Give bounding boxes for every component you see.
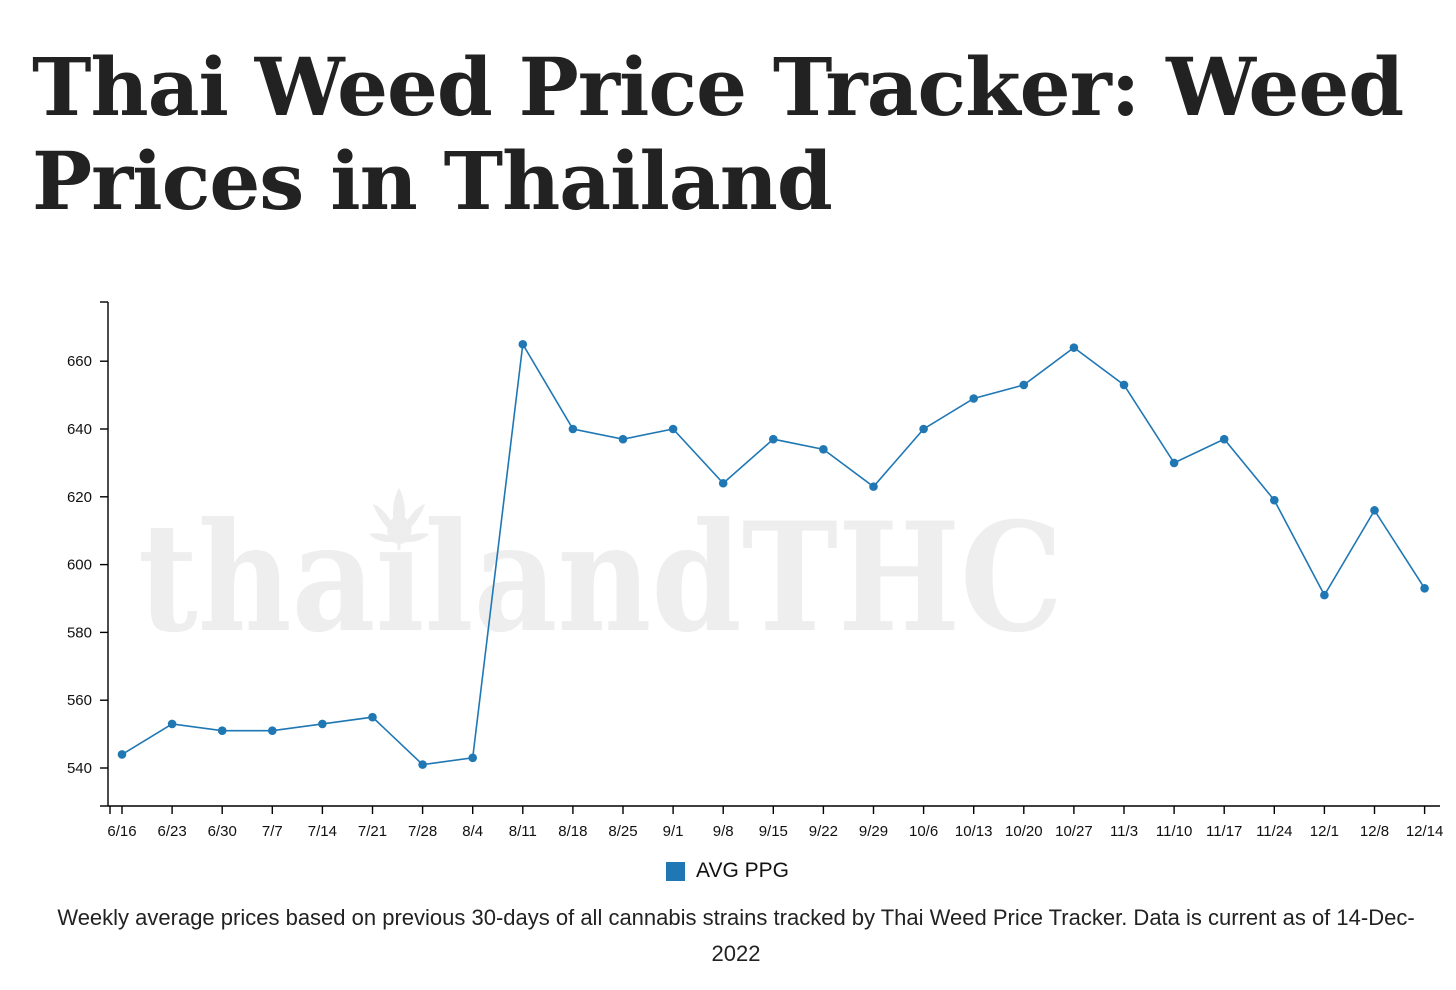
- line-chart: thailandTHC 540 560 580 600 620 640 660 6/16 6/2…: [67, 301, 1444, 840]
- data-point: [618, 434, 628, 444]
- x-tick-label: 8/4: [462, 823, 483, 840]
- data-point: [1420, 584, 1429, 593]
- legend-swatch: [666, 861, 685, 881]
- data-point: [769, 434, 778, 444]
- legend: AVG PPG: [666, 858, 789, 884]
- data-point: [318, 719, 327, 729]
- data-point: [368, 712, 377, 722]
- page-title: Thai Weed Price Tracker: Weed Prices in …: [32, 40, 1404, 228]
- x-tick-label: 6/23: [157, 823, 186, 840]
- data-point: [869, 482, 878, 491]
- x-tick-label: 11/3: [1110, 823, 1138, 840]
- data-point: [217, 726, 227, 736]
- data-point: [1119, 380, 1129, 390]
- x-tick-label: 7/7: [262, 823, 283, 840]
- x-tick-label: 8/25: [608, 823, 637, 840]
- y-tick-label: 660: [67, 353, 92, 370]
- x-tick-label: 7/28: [408, 823, 437, 840]
- data-point: [268, 726, 277, 736]
- y-tick-label: 580: [67, 624, 92, 641]
- data-point: [919, 424, 928, 434]
- watermark-text: thailandTHC: [138, 490, 1063, 666]
- data-point: [1219, 434, 1229, 444]
- x-tick-label: 6/16: [107, 823, 136, 840]
- x-tick-label: 9/29: [859, 823, 888, 840]
- chart-caption: Weekly average prices based on previous …: [57, 905, 1415, 966]
- x-tick-label: 10/6: [909, 823, 938, 840]
- x-tick-label: 11/10: [1156, 823, 1192, 840]
- x-tick-label: 10/27: [1055, 823, 1093, 840]
- data-point: [1169, 458, 1179, 468]
- y-tick-label: 640: [67, 421, 92, 438]
- x-tick-label: 8/18: [558, 823, 587, 840]
- y-tick-label: 620: [67, 489, 92, 506]
- x-tick-label: 12/14: [1406, 823, 1444, 840]
- data-point: [718, 478, 728, 488]
- watermark: thailandTHC: [138, 488, 1063, 666]
- x-tick-label: 7/14: [308, 823, 337, 840]
- data-point: [668, 424, 678, 434]
- x-tick-label: 9/15: [759, 823, 788, 840]
- data-point: [1069, 343, 1079, 352]
- x-tick-label: 6/30: [208, 823, 237, 840]
- x-tick-label: 9/22: [809, 823, 838, 840]
- y-tick-label: 560: [67, 692, 92, 709]
- y-tick-label: 540: [67, 760, 92, 777]
- series-layer: [117, 339, 1429, 769]
- data-point: [819, 445, 828, 454]
- x-tick-label: 12/8: [1360, 823, 1389, 840]
- data-point: [518, 339, 528, 349]
- x-tick-label: 8/11: [509, 823, 537, 840]
- data-point: [969, 394, 978, 403]
- chart-container: thailandTHC 540 560 580 600 620 640 660 6/16 6/2…: [0, 280, 1456, 900]
- x-tick-label: 9/1: [663, 823, 684, 840]
- x-tick-label: 10/13: [955, 823, 993, 840]
- legend-label: AVG PPG: [696, 859, 789, 882]
- x-tick-label: 11/24: [1256, 823, 1292, 840]
- data-point: [1320, 590, 1329, 600]
- data-point: [418, 760, 427, 769]
- x-tick-label: 9/8: [713, 823, 734, 840]
- cannabis-leaf-icon: [369, 488, 429, 550]
- axes: 540 560 580 600 620 640 660 6/16 6/23 6/30 7/7 7/14…: [67, 301, 1444, 840]
- data-point: [1370, 506, 1379, 515]
- x-tick-label: 10/20: [1005, 823, 1043, 840]
- data-point: [568, 424, 578, 434]
- x-tick-label: 11/17: [1206, 823, 1242, 840]
- x-tick-label: 7/21: [358, 823, 387, 840]
- data-point: [1019, 380, 1029, 390]
- data-point: [1270, 495, 1279, 505]
- x-tick-label: 12/1: [1310, 823, 1339, 840]
- data-point: [167, 719, 177, 729]
- data-point: [117, 750, 127, 759]
- y-tick-label: 600: [67, 557, 92, 574]
- data-point: [468, 753, 478, 763]
